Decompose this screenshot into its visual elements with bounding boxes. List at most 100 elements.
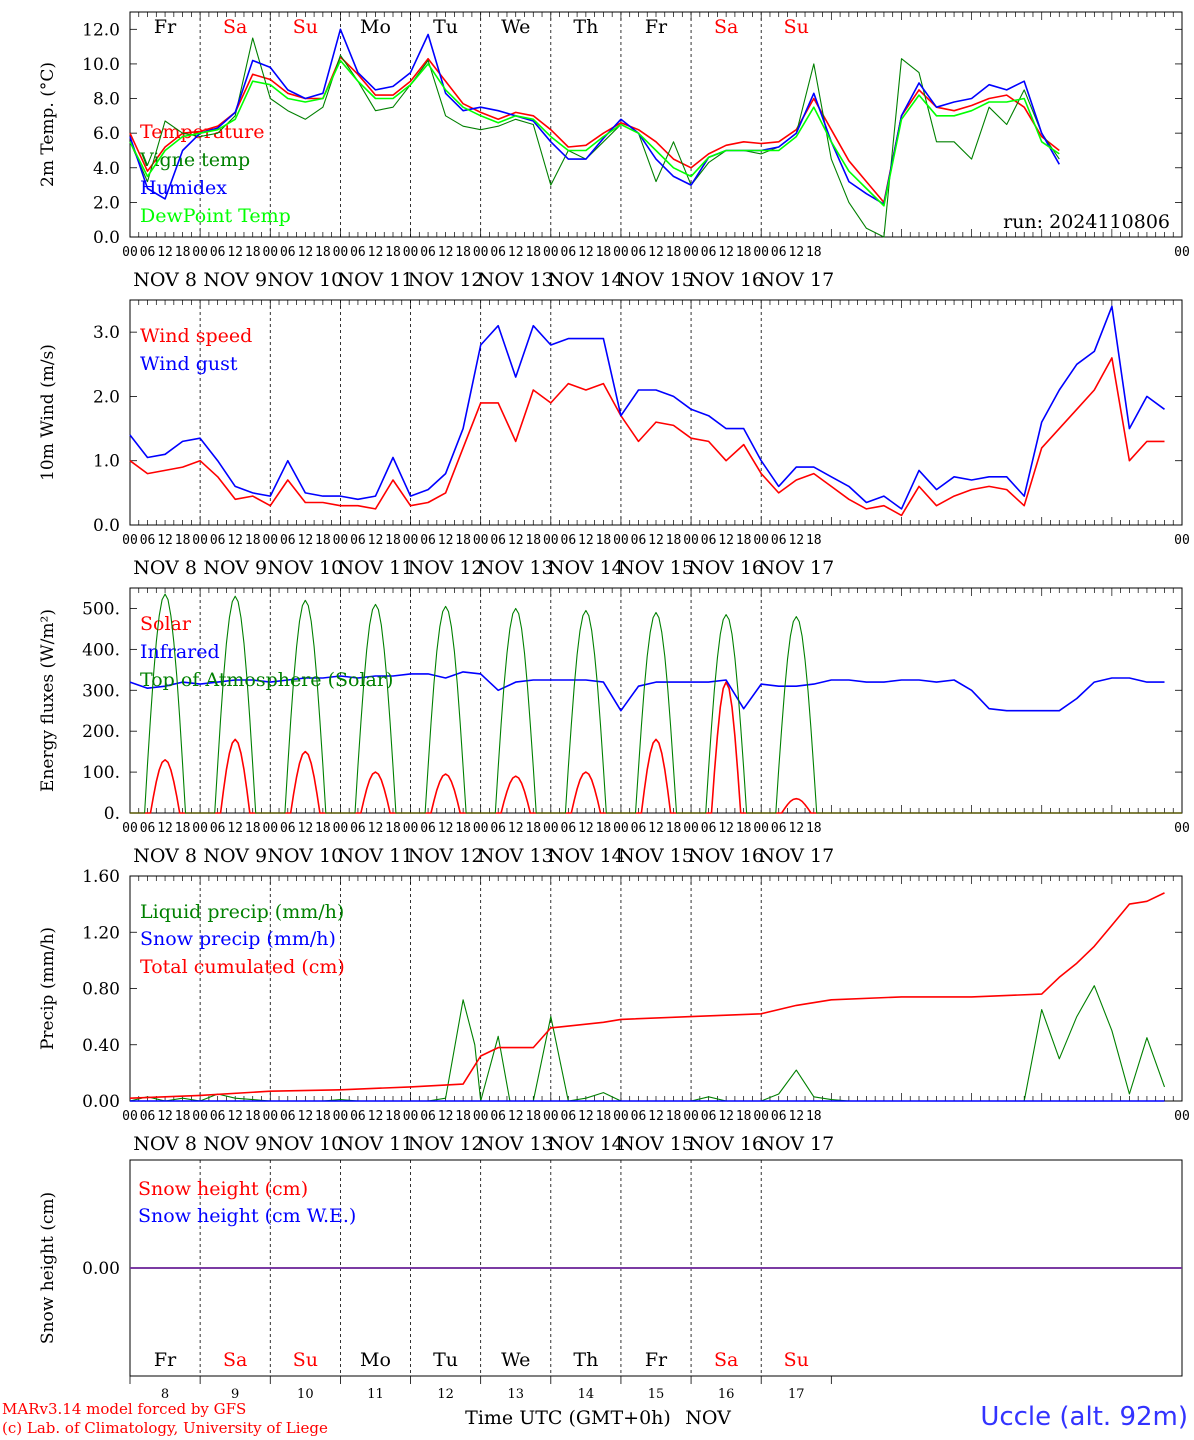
hour-tick-label: 12: [438, 821, 454, 836]
legend-entry: Top of Atmosphere (Solar): [140, 669, 393, 691]
y-tick-label: 1.20: [82, 923, 120, 943]
hour-tick-label: 18: [736, 245, 752, 260]
hour-tick-label: 06: [771, 245, 787, 260]
legend-entry: Wind gust: [140, 353, 238, 375]
hour-tick-label: 12: [368, 821, 384, 836]
hour-tick-label: 12: [648, 821, 664, 836]
day-abbrev: Tu: [433, 1349, 458, 1371]
hour-tick-label: 12: [227, 1109, 243, 1124]
bottom-day-number: 9: [231, 1387, 239, 1402]
hour-tick-label: 06: [350, 245, 366, 260]
date-label: NOV 10: [267, 1133, 343, 1155]
x-axis-label: Time UTC (GMT+0h): [465, 1407, 671, 1429]
hour-tick-label: 18: [315, 1109, 331, 1124]
y-tick-label: 0.0: [93, 228, 120, 248]
hour-tick-label: 06: [771, 821, 787, 836]
hour-tick-label: 00: [543, 821, 559, 836]
hour-tick-label: 06: [280, 821, 296, 836]
hour-tick-label: 12: [718, 1109, 734, 1124]
hour-tick-label: 06: [701, 1109, 717, 1124]
series-line-humidex: [129, 28, 1060, 205]
hour-tick-label: 12: [718, 533, 734, 548]
hour-tick-label: 00: [683, 1109, 699, 1124]
hour-tick-label: 18: [525, 533, 541, 548]
hour-tick-label: 06: [350, 1109, 366, 1124]
hour-tick-label: 18: [245, 533, 261, 548]
hour-tick-label: 06: [210, 1109, 226, 1124]
hour-tick-label: 12: [508, 1109, 524, 1124]
hour-tick-label: 00: [1174, 245, 1190, 260]
date-label: NOV 13: [478, 557, 554, 579]
date-label: NOV 8: [133, 269, 197, 291]
y-tick-label: 0.40: [82, 1036, 120, 1056]
date-label: NOV 13: [478, 269, 554, 291]
hour-tick-label: 18: [175, 821, 191, 836]
run-label: run: 2024110806: [1003, 211, 1170, 233]
series-line-wind-speed: [129, 357, 1165, 517]
date-label: NOV 8: [133, 1133, 197, 1155]
hour-tick-label: 06: [701, 821, 717, 836]
hour-tick-label: 00: [613, 533, 629, 548]
hour-tick-label: 06: [490, 533, 506, 548]
legend-entry: Vigne temp: [139, 149, 250, 171]
hour-tick-label: 00: [192, 821, 208, 836]
hour-tick-label: 06: [561, 245, 577, 260]
hour-tick-label: 00: [753, 821, 769, 836]
hour-tick-label: 12: [508, 533, 524, 548]
bottom-day-number: 17: [788, 1387, 805, 1402]
copyright-credit: (c) Lab. of Climatology, University of L…: [2, 1419, 328, 1437]
hour-tick-label: 06: [631, 533, 647, 548]
hour-tick-label: 18: [736, 1109, 752, 1124]
hour-tick-label: 12: [718, 821, 734, 836]
series-line-solar: [130, 681, 1182, 814]
hour-tick-label: 06: [561, 1109, 577, 1124]
y-tick-label: 3.0: [93, 323, 120, 343]
hour-tick-label: 12: [648, 1109, 664, 1124]
hour-tick-label: 06: [771, 533, 787, 548]
x-axis-month: NOV: [685, 1407, 731, 1429]
hour-tick-label: 00: [683, 245, 699, 260]
date-label: NOV 16: [688, 269, 764, 291]
hour-tick-label: 18: [175, 1109, 191, 1124]
day-abbrev: Sa: [223, 16, 247, 38]
hour-tick-label: 00: [1174, 533, 1190, 548]
hour-tick-label: 00: [613, 1109, 629, 1124]
y-tick-label: 500.: [82, 599, 120, 619]
hour-tick-label: 18: [175, 245, 191, 260]
hour-tick-label: 06: [140, 1109, 156, 1124]
hour-tick-label: 12: [718, 245, 734, 260]
hour-tick-label: 00: [1174, 821, 1190, 836]
legend-entry: Liquid precip (mm/h): [140, 901, 344, 923]
date-label: NOV 14: [548, 845, 624, 867]
hour-tick-label: 00: [122, 533, 138, 548]
hour-tick-label: 06: [350, 821, 366, 836]
hour-tick-label: 18: [315, 533, 331, 548]
date-label: NOV 14: [548, 1133, 624, 1155]
hour-tick-label: 00: [122, 1109, 138, 1124]
date-label: NOV 17: [758, 557, 834, 579]
y-axis-label: Energy fluxes (W/m²): [38, 609, 58, 792]
y-tick-label: 2.0: [93, 193, 120, 213]
day-abbrev: Mo: [360, 16, 391, 38]
bottom-day-number: 8: [161, 1387, 169, 1402]
hour-tick-label: 00: [122, 821, 138, 836]
date-label: NOV 9: [203, 1133, 267, 1155]
date-label: NOV 12: [408, 845, 484, 867]
day-abbrev: Su: [293, 16, 318, 38]
hour-tick-label: 18: [666, 533, 682, 548]
date-label: NOV 9: [203, 557, 267, 579]
day-abbrev: We: [501, 16, 530, 38]
day-abbrev: Tu: [433, 16, 458, 38]
hour-tick-label: 00: [753, 533, 769, 548]
hour-tick-label: 06: [701, 245, 717, 260]
y-tick-label: 4.0: [93, 159, 120, 179]
series-line-infrared: [129, 671, 1165, 712]
hour-tick-label: 00: [473, 821, 489, 836]
hour-tick-label: 00: [192, 1109, 208, 1124]
day-abbrev: We: [501, 1349, 530, 1371]
date-label: NOV 16: [688, 1133, 764, 1155]
bottom-day-number: 10: [297, 1387, 314, 1402]
hour-tick-label: 06: [280, 533, 296, 548]
hour-tick-label: 12: [368, 1109, 384, 1124]
date-label: NOV 15: [618, 845, 694, 867]
